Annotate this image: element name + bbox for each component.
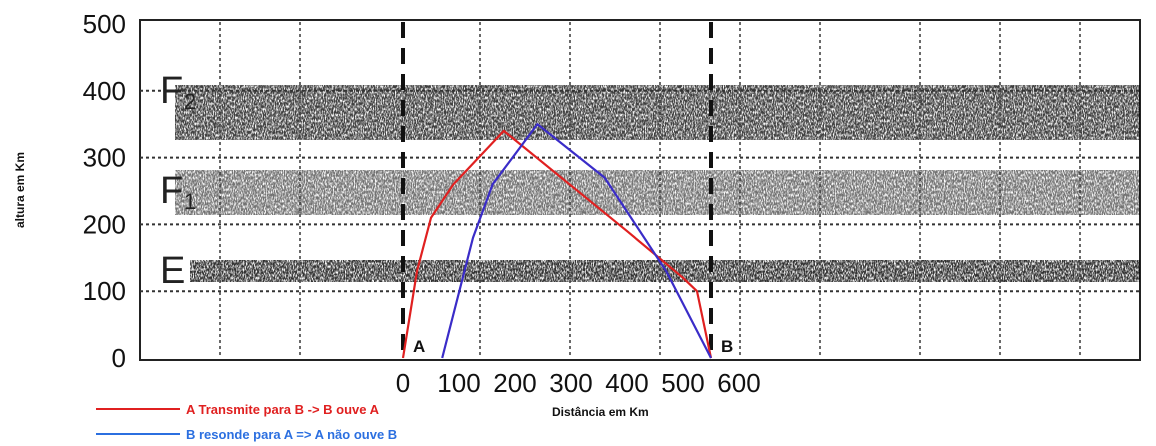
x-tick-600: 600 bbox=[717, 368, 760, 398]
x-tick-100: 100 bbox=[437, 368, 480, 398]
point-label-a: A bbox=[413, 337, 425, 356]
layer-band-f2 bbox=[175, 85, 1140, 140]
layer-sub-f2: 2 bbox=[184, 89, 196, 114]
x-tick-400: 400 bbox=[605, 368, 648, 398]
y-tick-0: 0 bbox=[112, 343, 126, 373]
x-tick-200: 200 bbox=[493, 368, 536, 398]
layer-sub-f1: 1 bbox=[184, 189, 196, 214]
x-tick-0: 0 bbox=[396, 368, 410, 398]
layer-label-f1: F bbox=[160, 170, 183, 212]
layer-label-e: E bbox=[160, 250, 185, 292]
y-tick-200: 200 bbox=[83, 209, 126, 239]
legend-label-2: B resonde para A => A não ouve B bbox=[186, 427, 397, 442]
x-tick-300: 300 bbox=[549, 368, 592, 398]
layer-band-f1 bbox=[175, 170, 1140, 215]
legend: A Transmite para B -> B ouve A B resonde… bbox=[96, 402, 397, 442]
y-tick-500: 500 bbox=[83, 9, 126, 39]
legend-label-1: A Transmite para B -> B ouve A bbox=[186, 402, 380, 417]
point-label-b: B bbox=[721, 337, 733, 356]
x-tick-500: 500 bbox=[661, 368, 704, 398]
x-axis-label: Distância em Km bbox=[552, 405, 649, 419]
y-tick-300: 300 bbox=[83, 143, 126, 173]
y-tick-100: 100 bbox=[83, 276, 126, 306]
layer-label-f2: F bbox=[160, 70, 183, 112]
y-axis-label: altura em Km bbox=[13, 152, 27, 228]
y-tick-400: 400 bbox=[83, 76, 126, 106]
